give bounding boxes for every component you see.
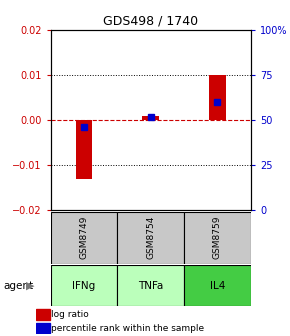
Text: ▶: ▶ [26, 281, 35, 291]
Text: GSM8754: GSM8754 [146, 216, 155, 259]
Bar [117, 265, 184, 306]
Bar [142, 116, 159, 120]
Bar [51, 265, 117, 306]
Text: agent: agent [3, 281, 33, 291]
Bar [184, 265, 251, 306]
Bar [51, 212, 117, 264]
Text: IFNg: IFNg [72, 281, 96, 291]
Bar [36, 323, 50, 333]
Text: GSM8759: GSM8759 [213, 216, 222, 259]
Bar [209, 75, 226, 120]
Bar [117, 212, 184, 264]
Text: GSM8749: GSM8749 [79, 216, 89, 259]
Text: log ratio: log ratio [51, 310, 89, 320]
Bar [184, 212, 251, 264]
Bar [76, 120, 93, 178]
Bar [36, 309, 50, 320]
Text: percentile rank within the sample: percentile rank within the sample [51, 324, 204, 333]
Text: IL4: IL4 [210, 281, 225, 291]
Text: TNFa: TNFa [138, 281, 164, 291]
Title: GDS498 / 1740: GDS498 / 1740 [103, 15, 198, 28]
